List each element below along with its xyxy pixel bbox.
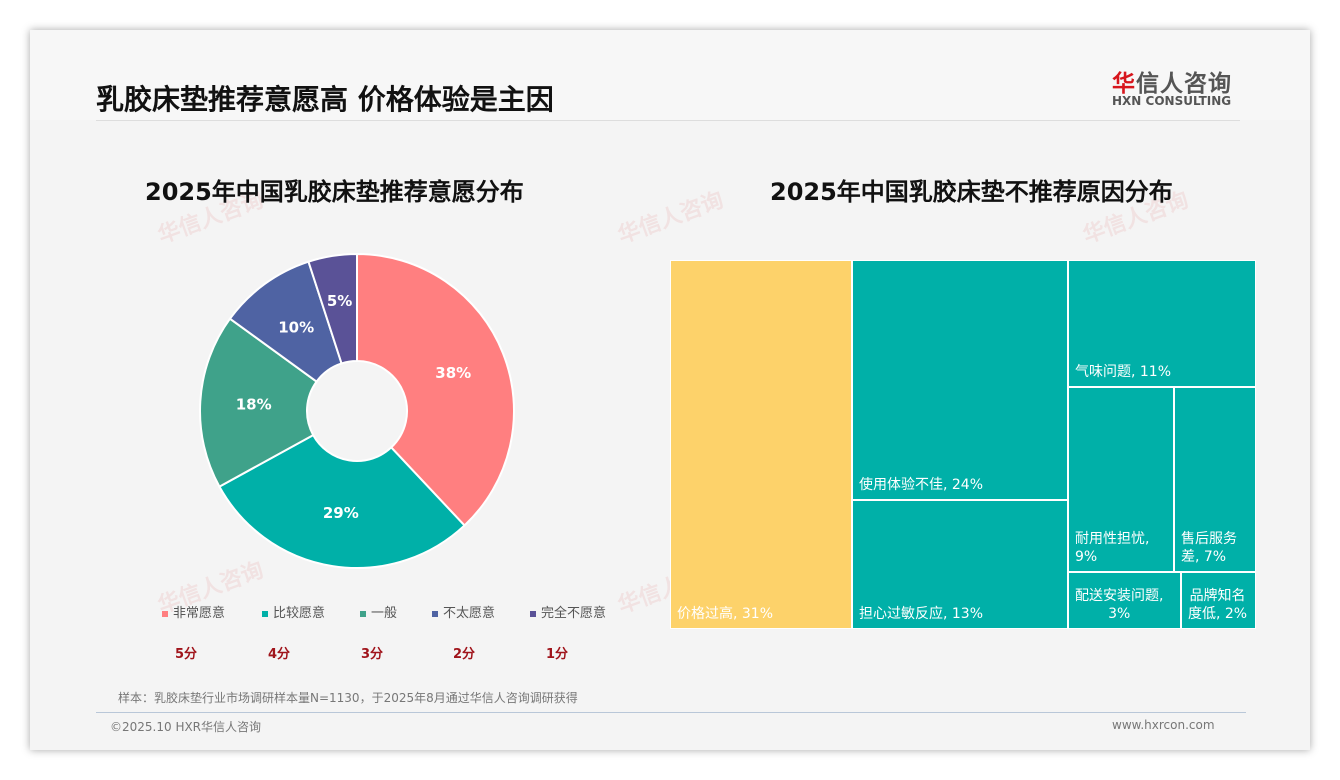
treemap-cell: 配送安装问题, 3% <box>1068 572 1181 629</box>
legend-swatch <box>360 610 366 617</box>
treemap-cell: 使用体验不佳, 24% <box>852 260 1068 500</box>
legend-item: 不太愿意 <box>432 602 495 621</box>
treemap-title: 2025年中国乳胶床垫不推荐原因分布 <box>770 178 1173 206</box>
treemap-cell: 气味问题, 11% <box>1068 260 1256 387</box>
copyright: ©2025.10 HXR华信人咨询 <box>110 720 262 734</box>
logo-en: HXN CONSULTING <box>1112 94 1232 108</box>
legend-item: 一般 <box>360 602 397 621</box>
score-label: 3分 <box>361 647 384 662</box>
donut-slice-5 <box>307 252 358 365</box>
slice-label: 18% <box>236 396 272 414</box>
legend-swatch <box>162 610 168 617</box>
score-label: 5分 <box>175 647 198 662</box>
slide: 乳胶床垫推荐意愿高 价格体验是主因 华信人咨询 HXN CONSULTING 华… <box>30 30 1310 750</box>
treemap-label: 价格过高, 31% <box>677 606 774 622</box>
legend-swatch <box>530 610 536 617</box>
header-divider <box>96 120 1240 121</box>
donut-chart: 38% 29% 18% 10% 5% <box>199 252 515 569</box>
logo-mark: 华 <box>1112 71 1136 97</box>
treemap-label: 使用体验不佳, 24% <box>859 477 984 493</box>
logo-text: 信人咨询 <box>1136 71 1232 97</box>
legend-swatch <box>432 610 438 617</box>
donut-slice-1 <box>356 252 515 527</box>
treemap-label: 配送安装问题, 3% <box>1075 588 1164 622</box>
treemap-label: 耐用性担忧, 9% <box>1075 531 1150 565</box>
legend-item: 比较愿意 <box>262 602 325 621</box>
website: www.hxrcon.com <box>1112 718 1215 732</box>
legend-label: 比较愿意 <box>273 606 326 621</box>
legend-label: 非常愿意 <box>173 606 226 621</box>
header <box>30 30 1310 120</box>
treemap-label: 售后服务 差, 7% <box>1181 531 1237 565</box>
logo: 华信人咨询 <box>1112 64 1232 98</box>
page-title: 乳胶床垫推荐意愿高 价格体验是主因 <box>96 83 554 116</box>
legend-label: 不太愿意 <box>443 606 496 621</box>
treemap-cell: 耐用性担忧, 9% <box>1068 387 1174 572</box>
legend-item: 非常愿意 <box>162 602 225 621</box>
legend-label: 一般 <box>371 606 398 621</box>
score-label: 1分 <box>546 647 569 662</box>
score-label: 4分 <box>268 647 291 662</box>
score-label: 2分 <box>453 647 476 662</box>
treemap-cell: 价格过高, 31% <box>670 260 852 629</box>
treemap-cell: 品牌知名 度低, 2% <box>1181 572 1256 629</box>
legend-label: 完全不愿意 <box>541 606 607 621</box>
footer-divider <box>96 712 1246 713</box>
slice-label: 10% <box>278 318 314 336</box>
legend-swatch <box>262 610 268 617</box>
legend-item: 完全不愿意 <box>530 602 606 621</box>
sample-note: 样本：乳胶床垫行业市场调研样本量N=1130，于2025年8月通过华信人咨询调研… <box>118 691 578 705</box>
treemap-label: 担心过敏反应, 13% <box>859 606 984 622</box>
treemap-cell: 担心过敏反应, 13% <box>852 500 1068 629</box>
pie-title: 2025年中国乳胶床垫推荐意愿分布 <box>145 178 524 206</box>
treemap-label: 气味问题, 11% <box>1075 364 1172 380</box>
slice-label: 5% <box>327 292 352 310</box>
treemap-cell: 售后服务 差, 7% <box>1174 387 1256 572</box>
slice-label: 29% <box>323 504 359 522</box>
donut-slice-2 <box>218 433 466 569</box>
treemap-label: 品牌知名 度低, 2% <box>1188 588 1248 622</box>
slice-label: 38% <box>435 364 471 382</box>
